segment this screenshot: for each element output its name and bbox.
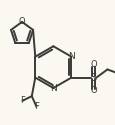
Text: N: N [50, 84, 56, 92]
Text: N: N [68, 52, 74, 61]
Text: S: S [90, 73, 96, 83]
Text: O: O [19, 17, 25, 26]
Text: F: F [20, 96, 25, 105]
Text: O: O [89, 86, 96, 95]
Text: F: F [34, 102, 39, 111]
Text: O: O [89, 60, 96, 69]
